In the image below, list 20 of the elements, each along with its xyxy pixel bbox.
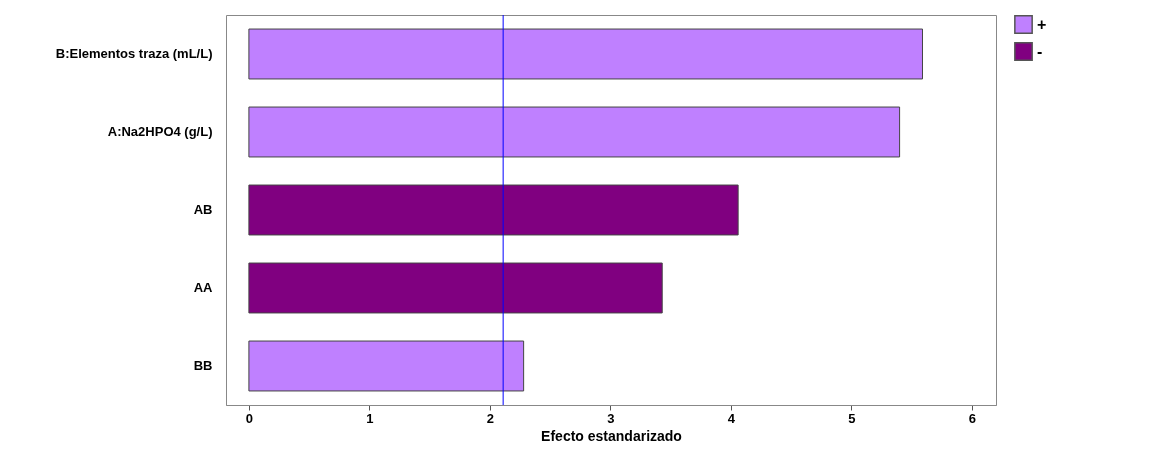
legend-label: - xyxy=(1037,42,1043,60)
bar xyxy=(248,262,663,314)
legend-label: + xyxy=(1037,15,1047,33)
bar xyxy=(248,184,739,236)
x-tick-label: 6 xyxy=(968,410,977,426)
y-tick-label: A:Na2HPO4 (g/L) xyxy=(107,124,213,139)
x-tick-label: 2 xyxy=(486,410,495,426)
x-axis-title: Efecto estandarizado xyxy=(541,427,682,444)
x-tick-label: 1 xyxy=(366,410,374,426)
y-tick-label: AA xyxy=(193,280,214,295)
bar xyxy=(248,340,525,392)
bar xyxy=(248,106,901,158)
x-tick-label: 4 xyxy=(727,410,736,426)
x-tick-label: 5 xyxy=(848,410,856,426)
y-tick-label: B:Elementos traza (mL/L) xyxy=(55,46,213,61)
x-tick-label: 0 xyxy=(245,410,254,426)
bar xyxy=(248,28,923,80)
y-tick-label: AB xyxy=(193,202,213,217)
x-tick-label: 3 xyxy=(607,410,615,426)
y-tick-label: BB xyxy=(193,358,213,373)
